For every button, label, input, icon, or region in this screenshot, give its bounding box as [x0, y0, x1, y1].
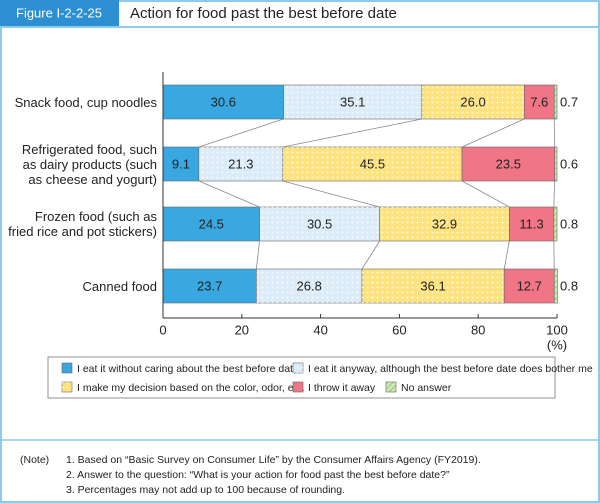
note-item: 1. Based on “Basic Survey on Consumer Li…	[66, 454, 481, 466]
bar-segment	[503, 268, 555, 304]
bar-texture	[283, 85, 422, 119]
value-label: 35.1	[340, 94, 365, 109]
legend-texture	[293, 363, 303, 373]
value-label: 23.5	[496, 156, 521, 171]
x-tick-label: 60	[392, 322, 406, 337]
bar-texture	[554, 269, 558, 303]
x-tick-label: 100	[546, 322, 568, 337]
bar-texture	[379, 207, 510, 241]
bar-segment	[461, 146, 555, 182]
bar-texture	[282, 147, 463, 181]
value-label: 11.3	[519, 216, 543, 231]
legend-swatch	[292, 381, 304, 393]
category-label: Snack food, cup noodles	[14, 94, 157, 110]
legend-label: I throw it away	[308, 382, 376, 394]
connector	[361, 240, 381, 270]
value-label: 45.5	[360, 156, 385, 171]
value-label: 26.0	[460, 94, 485, 109]
value-label: 26.8	[297, 278, 322, 293]
figure-label-box	[0, 0, 119, 26]
bar-texture	[421, 85, 525, 119]
category-label: Refrigerated food, such as dairy product…	[21, 141, 157, 187]
x-tick-label: 80	[471, 322, 485, 337]
bar-texture	[361, 269, 505, 303]
value-label: 24.5	[199, 216, 224, 231]
bar-texture	[554, 85, 557, 119]
note-item: 2. Answer to the question: “What is your…	[66, 469, 450, 481]
bar-segment	[523, 84, 555, 120]
value-label: 36.1	[420, 278, 445, 293]
connector	[503, 240, 510, 270]
connector	[461, 180, 510, 208]
note-item: 3. Percentages may not add up to 100 bec…	[66, 484, 346, 496]
connector	[461, 118, 525, 148]
x-tick-label: 20	[235, 322, 249, 337]
chart-title: Action for food past the best before dat…	[130, 5, 397, 22]
legend-texture	[62, 382, 72, 392]
bar-segment	[162, 206, 260, 242]
bar-segment	[509, 206, 555, 242]
legend-texture	[386, 382, 396, 392]
bar-texture	[198, 147, 283, 181]
bar-texture	[256, 269, 362, 303]
connector	[198, 118, 284, 148]
connector	[553, 180, 556, 208]
bar-texture	[259, 207, 380, 241]
value-label: 0.6	[560, 156, 578, 171]
category-label: Canned food	[82, 278, 157, 294]
bar-texture	[553, 207, 557, 241]
value-label: 7.6	[530, 94, 548, 109]
bar-segment	[162, 84, 284, 120]
connector	[282, 180, 380, 208]
connector	[255, 240, 260, 270]
value-label: 9.1	[172, 156, 190, 171]
value-label: 21.3	[228, 156, 253, 171]
bar-texture	[554, 147, 557, 181]
legend-label: No answer	[401, 382, 452, 394]
value-label: 23.7	[197, 278, 222, 293]
legend-box	[47, 356, 556, 399]
legend-label: I eat it anyway, although the best befor…	[308, 363, 593, 375]
category-label: Frozen food (such as fried rice and pot …	[8, 209, 157, 239]
value-label: 12.7	[517, 278, 542, 293]
figure-label: Figure I-2-2-25	[16, 5, 102, 20]
bar-segment	[162, 146, 200, 182]
value-label: 32.9	[432, 216, 457, 231]
value-label: 0.8	[560, 278, 578, 293]
bar-segment	[162, 268, 257, 304]
value-label: 0.7	[560, 94, 578, 109]
legend-label: I make my decision based on the color, o…	[77, 382, 305, 394]
legend-swatch	[61, 362, 73, 374]
legend-label: I eat it without caring about the best b…	[77, 363, 299, 375]
value-label: 0.8	[560, 216, 578, 231]
connector	[282, 118, 422, 148]
value-label: 30.5	[307, 216, 332, 231]
x-tick-label: 40	[313, 322, 327, 337]
x-tick-label: 0	[159, 322, 166, 337]
value-label: 30.6	[211, 94, 236, 109]
x-axis-label: (%)	[547, 337, 567, 352]
connector	[198, 180, 260, 208]
notes-label: (Note)	[20, 454, 50, 466]
